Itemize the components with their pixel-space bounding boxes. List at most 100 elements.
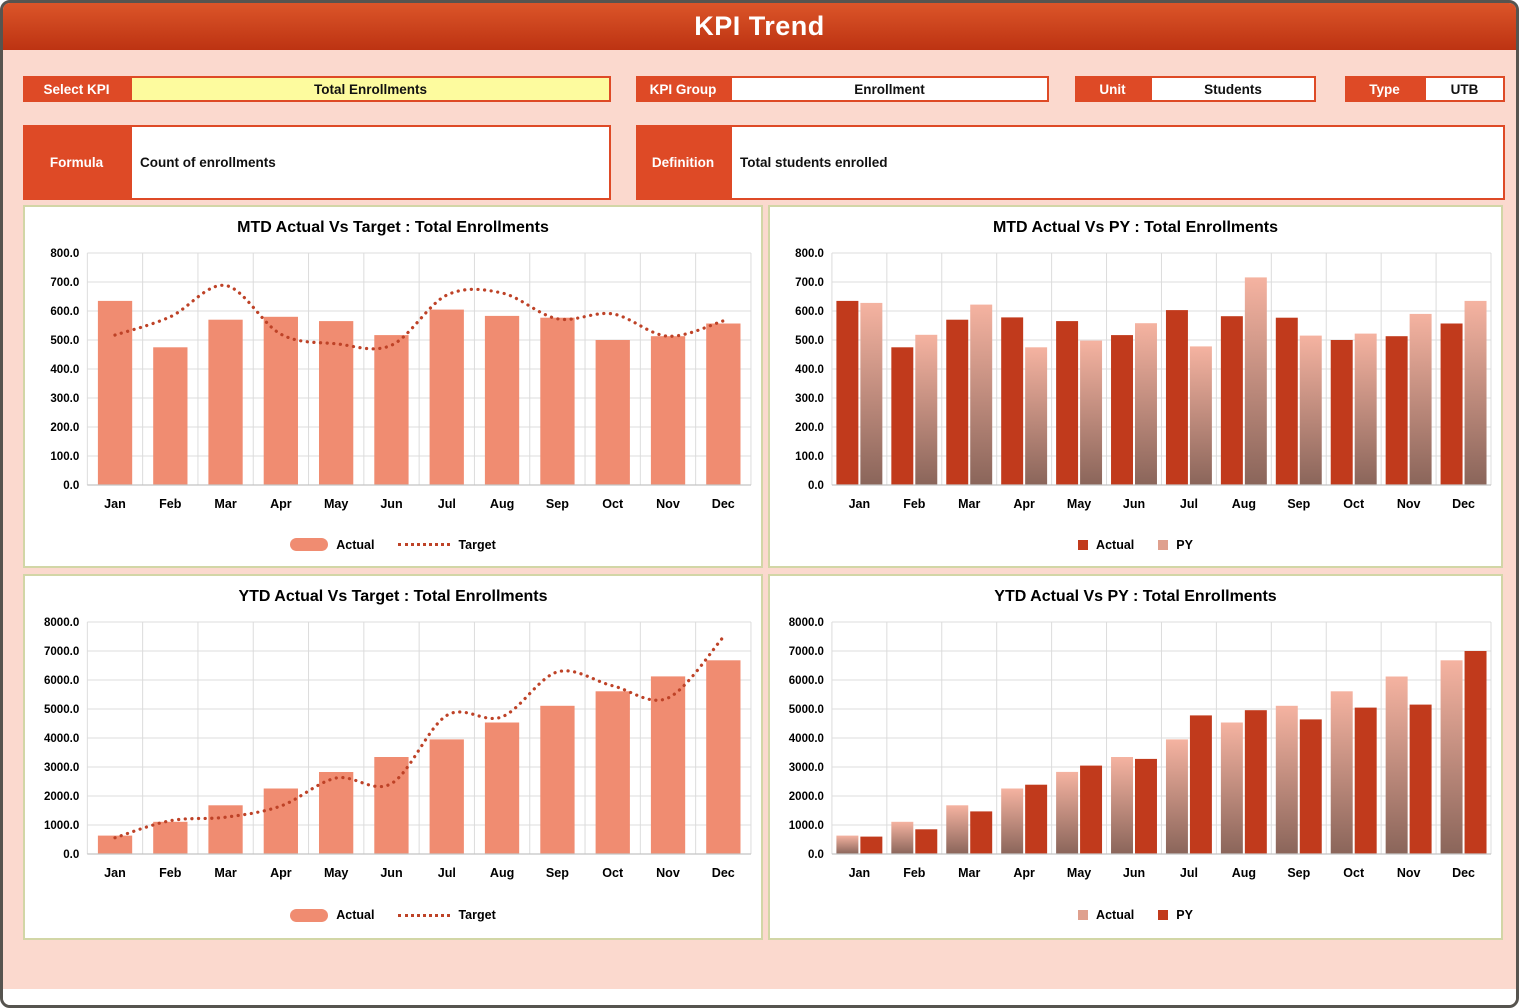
select-kpi-label: Select KPI [23,76,130,102]
legend-swatch [398,913,451,917]
mtd-actual-vs-target-chart: 0.0 100.0 200.0 300.0 400.0 500.0 600.0 700.0 80… [50,248,752,511]
svg-text:100.0: 100.0 [50,451,79,463]
svg-text:Oct: Oct [602,866,624,880]
svg-text:Mar: Mar [958,866,980,880]
svg-text:700.0: 700.0 [50,277,79,289]
panel-mtd-actual-vs-py: MTD Actual Vs PY : Total Enrollments 0.0… [768,205,1503,568]
svg-text:Jan: Jan [849,497,871,511]
svg-text:Jul: Jul [1180,866,1198,880]
page-title: KPI Trend [694,11,825,41]
svg-text:Jun: Jun [1123,497,1145,511]
svg-text:May: May [324,497,348,511]
svg-text:4000.0: 4000.0 [789,733,824,745]
legend-swatch [398,543,451,546]
svg-text:Sep: Sep [1287,497,1310,511]
bars-actual [836,300,1463,486]
svg-text:8000.0: 8000.0 [789,617,824,629]
svg-text:400.0: 400.0 [50,364,79,376]
chart-legend: Actual Target [25,523,761,566]
legend-label: Target [458,908,496,922]
svg-text:Jan: Jan [104,497,126,511]
panel-ytd-actual-vs-py: YTD Actual Vs PY : Total Enrollments 0.0… [768,574,1503,940]
legend-item-actual: Actual [1078,908,1134,922]
type-value: UTB [1424,76,1505,102]
svg-text:May: May [324,866,348,880]
svg-text:Apr: Apr [1013,497,1035,511]
title-bar: KPI Trend [3,3,1516,50]
svg-text:Mar: Mar [958,497,980,511]
dashboard-content: Select KPI Total Enrollments KPI Group E… [3,50,1516,940]
svg-text:May: May [1067,866,1091,880]
legend-swatch [1078,910,1089,920]
svg-text:Aug: Aug [1232,866,1256,880]
ytd-actual-vs-py-chart: 0.0 1000.0 2000.0 3000.0 4000.0 5000.0 6000.0 7… [789,617,1492,880]
svg-text:Dec: Dec [712,497,735,511]
svg-text:Jul: Jul [438,866,456,880]
svg-text:200.0: 200.0 [50,422,79,434]
target-dotted-line [113,635,725,840]
chart-title: MTD Actual Vs PY : Total Enrollments [992,219,1279,236]
legend-label: Target [458,537,496,552]
svg-text:Jun: Jun [1123,866,1145,880]
definition-label: Definition [636,125,730,200]
chart-legend: Actual Target [25,892,761,938]
svg-text:2000.0: 2000.0 [44,791,79,803]
formula-label: Formula [23,125,130,200]
legend-item-target: Target [398,908,496,922]
legend-item-actual: Actual [290,908,374,922]
svg-text:Oct: Oct [1343,497,1364,511]
svg-text:Oct: Oct [1343,866,1364,880]
svg-text:300.0: 300.0 [50,393,79,405]
formula-row: Formula Count of enrollments Definition … [23,125,1516,200]
chart-legend: Actual PY [770,892,1501,938]
axis-labels: 0.0 1000.0 2000.0 3000.0 4000.0 5000.0 6000.0 7… [789,617,1475,880]
svg-text:Jul: Jul [1180,497,1198,511]
legend-swatch [1078,539,1089,550]
svg-text:Apr: Apr [270,866,292,880]
chart-title: YTD Actual Vs Target : Total Enrollments [238,588,548,605]
svg-text:5000.0: 5000.0 [789,704,824,716]
svg-text:600.0: 600.0 [50,306,79,318]
svg-text:200.0: 200.0 [795,422,824,434]
svg-text:700.0: 700.0 [795,277,824,289]
kpi-group-value: Enrollment [730,76,1049,102]
svg-text:Jun: Jun [380,866,402,880]
legend-item-target: Target [398,537,496,552]
svg-text:Nov: Nov [656,497,680,511]
svg-text:6000.0: 6000.0 [789,675,824,687]
svg-text:500.0: 500.0 [50,335,79,347]
filter-row: Select KPI Total Enrollments KPI Group E… [23,76,1516,102]
svg-text:Nov: Nov [1397,497,1421,511]
svg-text:6000.0: 6000.0 [44,675,79,687]
formula-value: Count of enrollments [130,125,611,200]
legend-swatch [1158,539,1169,550]
legend-label: PY [1176,908,1193,922]
svg-text:Nov: Nov [656,866,680,880]
svg-text:Aug: Aug [490,866,514,880]
svg-text:Mar: Mar [214,497,236,511]
svg-text:Dec: Dec [1452,866,1475,880]
chart-legend: Actual PY [770,523,1501,566]
bars-py [860,277,1487,486]
svg-text:1000.0: 1000.0 [789,820,824,832]
unit-value: Students [1150,76,1316,102]
svg-text:0.0: 0.0 [63,480,79,492]
unit-label: Unit [1075,76,1150,102]
gridlines [86,621,752,855]
svg-text:Sep: Sep [546,866,569,880]
kpi-group-label: KPI Group [636,76,730,102]
svg-text:7000.0: 7000.0 [789,646,824,658]
svg-text:Feb: Feb [159,497,182,511]
svg-text:Feb: Feb [903,866,926,880]
select-kpi-value[interactable]: Total Enrollments [130,76,611,102]
mtd-actual-vs-py-chart: 0.0 100.0 200.0 300.0 400.0 500.0 600.0 700.0 80… [795,248,1492,511]
ytd-actual-vs-target-chart: 0.0 1000.0 2000.0 3000.0 4000.0 5000.0 6000.0 7… [44,617,752,880]
svg-text:Jun: Jun [380,497,402,511]
legend-item-py: PY [1158,538,1193,552]
svg-text:Nov: Nov [1397,866,1421,880]
svg-text:Aug: Aug [490,497,514,511]
definition-value: Total students enrolled [730,125,1505,200]
legend-swatch [290,908,329,922]
legend-swatch [1158,910,1169,920]
